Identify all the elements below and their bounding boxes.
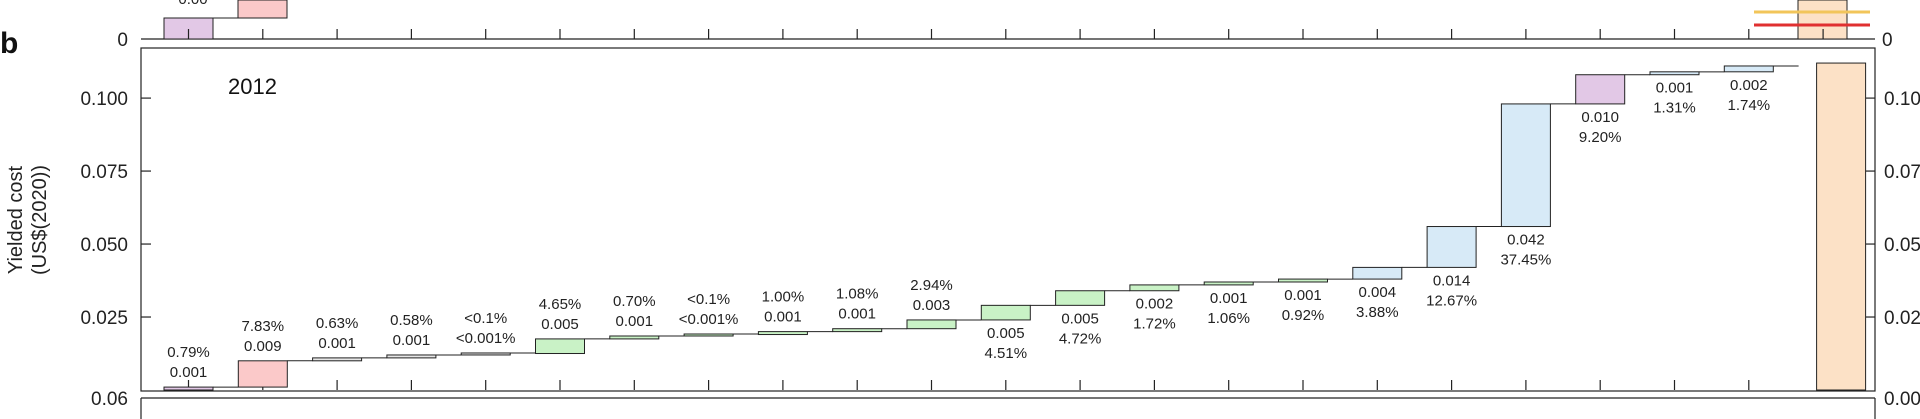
plot-frame (140, 47, 1876, 392)
bar-label-19-a: 0.042 (1507, 232, 1545, 249)
bar-label-12-b: 4.51% (985, 345, 1028, 362)
right-axis-label: 0.02 (1884, 308, 1920, 329)
bar-labels: 0.79% 0.001 7.83% 0.009 0.63% 0.001 0.58% 0.001… (167, 77, 1770, 381)
y-tick-label: 0.025 (80, 308, 128, 329)
waterfall-bar-5 (460, 352, 511, 356)
waterfall-bar-7 (609, 335, 660, 340)
bar-label-22-a: 0.002 (1730, 77, 1768, 94)
bar-label-20-b: 9.20% (1579, 129, 1622, 146)
bar-label-10-b: 0.001 (838, 306, 876, 323)
right-axis-label: 0.10 (1884, 89, 1920, 110)
total-bar (1816, 62, 1867, 391)
bar-label-7-b: 0.001 (616, 313, 654, 330)
bar-label-11-b: 0.003 (913, 297, 951, 314)
bar-label-9-b: 0.001 (764, 309, 802, 326)
waterfall-bar-17 (1352, 266, 1403, 280)
bar-label-5-a: <0.1% (464, 310, 507, 327)
bar-label-1-b: 0.001 (170, 364, 208, 381)
bar-label-2-a: 7.83% (242, 318, 285, 335)
waterfall-bars (163, 62, 1867, 391)
waterfall-bar-15 (1203, 281, 1254, 286)
bar-label-15-b: 1.06% (1207, 310, 1250, 327)
waterfall-bar-2 (237, 360, 288, 388)
bar-label-21-b: 1.31% (1653, 100, 1696, 117)
bar-label-7-a: 0.70% (613, 293, 656, 310)
bar-label-16-a: 0.001 (1284, 287, 1322, 304)
bar-label-14-a: 0.002 (1136, 296, 1174, 313)
bar-label-20-a: 0.010 (1581, 109, 1619, 126)
top-fragment-bar-pink (237, 0, 288, 19)
bar-label-22-b: 1.74% (1728, 97, 1771, 114)
bar-label-18-a: 0.014 (1433, 272, 1471, 289)
top-panel-fragment: 0 0 0.00 (117, 0, 1893, 51)
bar-label-4-a: 0.58% (390, 312, 433, 329)
bar-label-19-b: 37.45% (1500, 252, 1551, 269)
bar-label-9-a: 1.00% (762, 289, 805, 306)
bar-label-17-b: 3.88% (1356, 304, 1399, 321)
y-tick-label: 0.075 (80, 162, 128, 183)
x-ticks (187, 380, 1824, 390)
waterfall-bar-13 (1055, 290, 1106, 306)
waterfall-bar-16 (1278, 278, 1328, 283)
waterfall-bar-4 (386, 354, 437, 359)
y-axis: 0.025 0.050 0.075 0.100 (80, 89, 1875, 329)
waterfall-bar-21 (1649, 71, 1700, 76)
waterfall-bar-11 (906, 319, 957, 330)
bar-label-2-b: 0.009 (244, 338, 282, 355)
waterfall-bar-9 (757, 331, 808, 336)
bar-label-6-b: 0.005 (541, 316, 579, 333)
bar-label-11-a: 2.94% (910, 277, 953, 294)
right-axis-label: 0.05 (1884, 235, 1920, 256)
top-panel-zero-right: 0 (1882, 30, 1893, 51)
bar-label-6-a: 4.65% (539, 296, 582, 313)
waterfall-bar-18 (1426, 226, 1477, 268)
bar-label-13-a: 0.005 (1061, 310, 1099, 327)
waterfall-bar-3 (312, 357, 363, 362)
waterfall-bar-19 (1500, 103, 1551, 228)
bar-label-17-a: 0.004 (1359, 284, 1397, 301)
waterfall-bar-20 (1575, 74, 1626, 105)
bar-label-1-a: 0.79% (167, 344, 210, 361)
bar-label-8-b: <0.001% (679, 311, 739, 328)
year-label: 2012 (228, 74, 277, 99)
waterfall-bar-22 (1723, 65, 1774, 73)
bar-label-12-a: 0.005 (987, 325, 1025, 342)
bar-label-10-a: 1.08% (836, 286, 879, 303)
bar-label-4-b: 0.001 (393, 332, 431, 349)
waterfall-bar-10 (832, 328, 883, 333)
bar-label-8-a: <0.1% (687, 291, 730, 308)
bar-label-3-a: 0.63% (316, 315, 359, 332)
right-axis-label: 0.07 (1884, 162, 1920, 183)
bar-label-5-b: <0.001% (456, 330, 516, 347)
bar-label-15-a: 0.001 (1210, 290, 1248, 307)
bar-label-13-b: 4.72% (1059, 330, 1102, 347)
panel-label: b (0, 27, 18, 60)
bar-label-16-b: 0.92% (1282, 307, 1325, 324)
right-axis: 0.10 0.07 0.05 0.02 0.00 (1884, 89, 1920, 410)
bar-label-14-b: 1.72% (1133, 316, 1176, 333)
top-panel-ticks (187, 29, 1824, 39)
y-axis-label-line2: (US$(2020)) (29, 165, 51, 275)
waterfall-bar-6 (535, 338, 585, 355)
left-axis-bottom-label: 0.06 (91, 389, 128, 410)
top-panel-zero-left: 0 (117, 30, 128, 51)
waterfall-bar-12 (980, 304, 1031, 321)
bar-label-18-b: 12.67% (1426, 292, 1477, 309)
y-tick-label: 0.100 (80, 89, 128, 110)
bar-label-21-a: 0.001 (1656, 80, 1694, 97)
top-panel-partial-label: 0.00 (178, 0, 207, 8)
y-tick-label: 0.050 (80, 235, 128, 256)
bar-label-3-b: 0.001 (318, 335, 356, 352)
waterfall-bar-14 (1129, 284, 1180, 292)
right-axis-label: 0.00 (1884, 389, 1920, 410)
y-axis-label-line1: Yielded cost (5, 165, 27, 274)
waterfall-bar-8 (683, 333, 734, 337)
waterfall-bar-1 (163, 386, 214, 391)
